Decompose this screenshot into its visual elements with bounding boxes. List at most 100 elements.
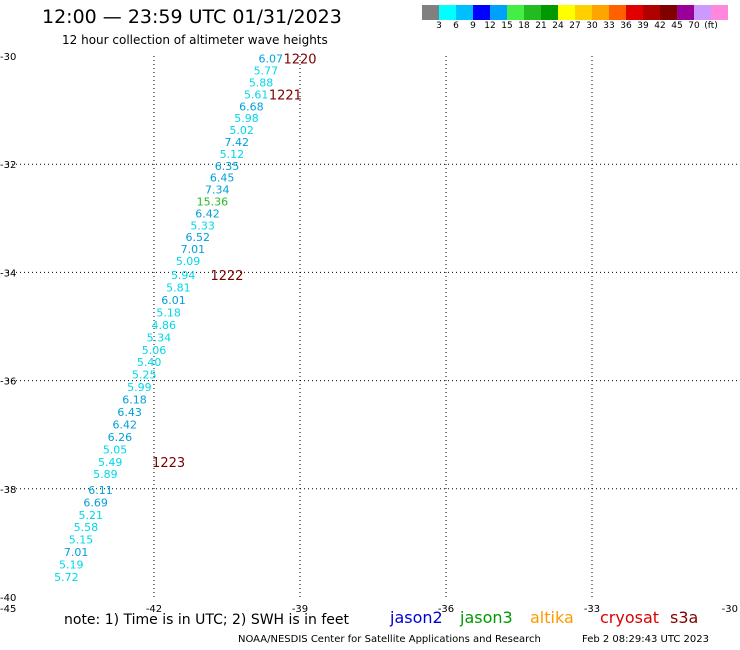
legend-swatch <box>643 5 660 20</box>
swh-value-point: 5.18 <box>156 306 181 319</box>
legend-swatch <box>660 5 677 20</box>
swh-value-point: 5.94 <box>171 269 196 282</box>
swh-value-point: 6.42 <box>113 418 138 431</box>
swh-value-point: 6.01 <box>161 294 186 307</box>
legend-label: 6 <box>453 21 459 31</box>
legend-label: 24 <box>552 21 564 31</box>
legend-label: 27 <box>569 21 581 31</box>
units-note: note: 1) Time is in UTC; 2) SWH is in fe… <box>64 612 350 628</box>
y-tick-label: -40 <box>0 593 16 604</box>
swh-value-point: 5.89 <box>93 468 118 481</box>
legend-swatch <box>524 5 541 20</box>
satellite-label-altika: altika <box>530 608 574 627</box>
swh-value-point: 5.15 <box>69 534 94 547</box>
swh-value-point: 5.05 <box>103 443 128 456</box>
swh-value-point: 6.42 <box>195 207 220 220</box>
x-tick-label: -30 <box>722 604 738 615</box>
color-scale-labels: 3 6 9 12 15 18 21 24 27 30 33 36 39 42 45 70 (ft) <box>422 21 740 33</box>
swh-value-point: 5.99 <box>127 381 152 394</box>
swh-value-point: 5.09 <box>176 255 201 268</box>
legend-label: 42 <box>654 21 666 31</box>
legend-label: 21 <box>535 21 547 31</box>
swh-value-point: 5.49 <box>98 456 123 469</box>
legend-swatch <box>490 5 507 20</box>
swh-value-point: 5.77 <box>254 65 279 78</box>
swh-value-point: 6.45 <box>210 172 235 185</box>
y-tick-label: -38 <box>0 485 16 496</box>
swh-value-point: 5.12 <box>220 148 245 161</box>
time-label: 1221 <box>269 88 302 103</box>
legend-swatch <box>558 5 575 20</box>
satellite-label-cryosat: cryosat <box>600 608 660 627</box>
legend-swatch <box>456 5 473 20</box>
legend-label: (ft) <box>704 21 718 31</box>
swh-value-point: 15.36 <box>197 196 229 209</box>
swh-value-point: 5.98 <box>234 112 259 125</box>
swh-value-point: 6.68 <box>239 100 264 113</box>
legend-label: 18 <box>518 21 530 31</box>
satellite-label-s3a: s3a <box>670 608 699 627</box>
legend-swatch <box>626 5 643 20</box>
swh-value-point: 6.26 <box>108 431 133 444</box>
legend-swatch <box>728 5 740 20</box>
y-tick-label: -36 <box>0 377 16 388</box>
legend-swatch <box>592 5 609 20</box>
legend-swatch <box>575 5 592 20</box>
legend-label: 12 <box>484 21 496 31</box>
swh-value-point: 6.18 <box>122 394 147 407</box>
y-tick-label: -32 <box>0 160 16 171</box>
swh-value-point: 6.43 <box>117 406 142 419</box>
swh-value-point: 5.21 <box>78 509 103 522</box>
swh-value-point: 7.34 <box>205 184 230 197</box>
legend-swatch <box>694 5 711 20</box>
legend-swatch <box>677 5 694 20</box>
swh-value-point: 7.42 <box>224 136 249 149</box>
swh-value-point: 5.19 <box>59 559 84 572</box>
swh-value-point: 5.61 <box>244 88 269 101</box>
legend-swatch <box>609 5 626 20</box>
satellite-label-jason3: jason3 <box>460 608 513 627</box>
legend-label: 30 <box>586 21 598 31</box>
swh-value-point: 5.02 <box>229 124 254 137</box>
swh-value-point: 5.58 <box>74 521 99 534</box>
swh-value-point: 7.01 <box>181 243 206 256</box>
x-tick-label: -39 <box>292 604 308 615</box>
legend-label: 3 <box>436 21 442 31</box>
swh-value-point: 7.01 <box>64 546 89 559</box>
swh-value-point: 5.34 <box>147 331 172 344</box>
x-tick-label: -42 <box>146 604 162 615</box>
swh-value-point: 5.40 <box>137 356 162 369</box>
y-tick-label: -30 <box>0 52 16 63</box>
swh-value-point: 5.81 <box>166 282 191 295</box>
swh-value-point: 6.35 <box>215 160 240 173</box>
swh-value-point: 6.69 <box>83 496 108 509</box>
legend-label: 33 <box>603 21 615 31</box>
legend-label: 70 <box>688 21 700 31</box>
time-label: 1223 <box>152 456 185 471</box>
swh-value-point: 6.07 <box>259 53 284 66</box>
legend-label: 15 <box>501 21 513 31</box>
swh-value-point: 5.72 <box>54 571 79 584</box>
swh-value-point: 6.11 <box>88 484 113 497</box>
legend-swatch <box>507 5 524 20</box>
x-tick-label: -33 <box>584 604 600 615</box>
swh-value-point: 5.88 <box>249 77 274 90</box>
swh-value-point: 4.86 <box>151 319 176 332</box>
color-scale-legend <box>422 5 740 20</box>
chart-subtitle: 12 hour collection of altimeter wave hei… <box>62 33 328 47</box>
legend-label: 45 <box>671 21 683 31</box>
legend-swatch <box>422 5 439 20</box>
legend-label: 9 <box>470 21 476 31</box>
legend-swatch <box>541 5 558 20</box>
legend-label: 36 <box>620 21 632 31</box>
legend-label: 39 <box>637 21 649 31</box>
legend-swatch <box>439 5 456 20</box>
credit-line: NOAA/NESDIS Center for Satellite Applica… <box>238 634 541 645</box>
x-tick-label: -45 <box>0 604 16 615</box>
x-tick-label: -36 <box>438 604 454 615</box>
legend-swatch <box>711 5 728 20</box>
swh-value-point: 5.25 <box>132 369 157 382</box>
y-tick-label: -34 <box>0 268 16 279</box>
swh-value-point: 5.06 <box>142 344 167 357</box>
